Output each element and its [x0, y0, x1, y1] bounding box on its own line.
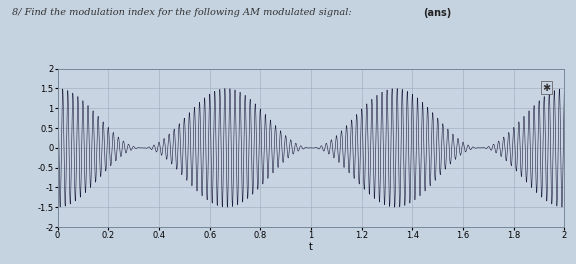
- Text: (ans): (ans): [423, 8, 452, 18]
- Text: ✱: ✱: [543, 83, 551, 93]
- X-axis label: t: t: [309, 242, 313, 252]
- Text: 8/ Find the modulation index for the following AM modulated signal:: 8/ Find the modulation index for the fol…: [12, 8, 351, 17]
